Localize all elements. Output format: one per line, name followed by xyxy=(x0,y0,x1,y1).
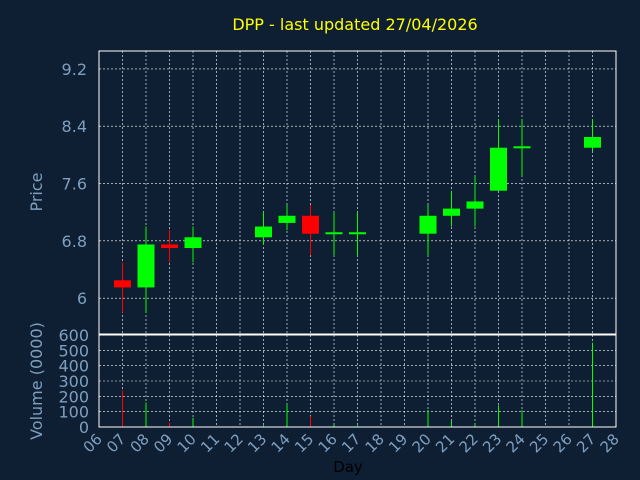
x-tick-label: 23 xyxy=(479,430,505,456)
x-tick-label: 25 xyxy=(526,430,552,456)
candles xyxy=(114,119,601,313)
x-tick-label: 13 xyxy=(244,430,270,456)
candle-body xyxy=(325,232,343,235)
candle-body xyxy=(584,136,601,148)
candle-body xyxy=(161,244,178,249)
x-tick-label: 21 xyxy=(432,430,458,456)
volume-tick-label: 400 xyxy=(58,357,89,376)
x-tick-label: 08 xyxy=(127,430,153,456)
x-tick-label: 28 xyxy=(597,430,623,456)
x-tick-label: 24 xyxy=(503,430,529,456)
x-axis-title: Day xyxy=(333,458,363,476)
price-tick-label: 6 xyxy=(77,289,87,308)
candle-body xyxy=(255,226,272,238)
x-tick-label: 10 xyxy=(174,430,200,456)
price-tick-label: 7.6 xyxy=(62,175,87,194)
x-tick-label: 07 xyxy=(103,430,129,456)
x-tick-label: 26 xyxy=(550,430,576,456)
candle-body xyxy=(184,237,202,249)
x-tick-label: 22 xyxy=(456,430,482,456)
chart-title: DPP - last updated 27/04/2026 xyxy=(232,15,477,34)
candle-body xyxy=(466,201,484,209)
candle-body xyxy=(302,215,319,234)
x-tick-label: 17 xyxy=(338,430,364,456)
x-tick-label: 19 xyxy=(385,430,411,456)
price-axis-title: Price xyxy=(27,172,46,211)
price-tick-labels: 6 6.8 7.6 8.4 9.2 xyxy=(62,60,87,308)
volume-tick-label: 100 xyxy=(58,403,89,422)
volume-axis-title: Volume (0000) xyxy=(27,322,46,440)
volume-bars xyxy=(122,342,593,427)
x-tick-label: 15 xyxy=(291,430,317,456)
volume-tick-label: 0 xyxy=(79,418,89,437)
x-tick-label: 20 xyxy=(409,430,435,456)
candle-body xyxy=(114,280,131,288)
candle-body xyxy=(137,244,155,288)
candle-body xyxy=(278,215,296,223)
x-tick-labels: 0607080910111213141516171819202122232425… xyxy=(80,430,623,456)
volume-plot-frame xyxy=(98,334,617,428)
candle-body xyxy=(443,208,460,216)
x-tick-label: 18 xyxy=(362,430,388,456)
volume-tick-label: 300 xyxy=(58,372,89,391)
volume-grid xyxy=(98,334,617,428)
price-tick-label: 8.4 xyxy=(62,117,87,136)
x-tick-label: 11 xyxy=(197,430,223,456)
volume-tick-label: 600 xyxy=(58,326,89,345)
volume-tick-label: 200 xyxy=(58,387,89,406)
volume-tick-label: 500 xyxy=(58,341,89,360)
x-tick-label: 12 xyxy=(221,430,247,456)
x-tick-label: 09 xyxy=(150,430,176,456)
candle-body xyxy=(513,146,531,149)
price-tick-label: 6.8 xyxy=(62,232,87,251)
price-tick-label: 9.2 xyxy=(62,60,87,79)
x-tick-label: 27 xyxy=(573,430,599,456)
price-grid xyxy=(98,51,617,334)
x-tick-label: 16 xyxy=(315,430,341,456)
candle-body xyxy=(419,215,437,234)
candle-body xyxy=(490,147,507,191)
price-plot-frame xyxy=(98,50,617,335)
x-tick-label: 14 xyxy=(268,430,294,456)
candle-body xyxy=(349,232,366,235)
